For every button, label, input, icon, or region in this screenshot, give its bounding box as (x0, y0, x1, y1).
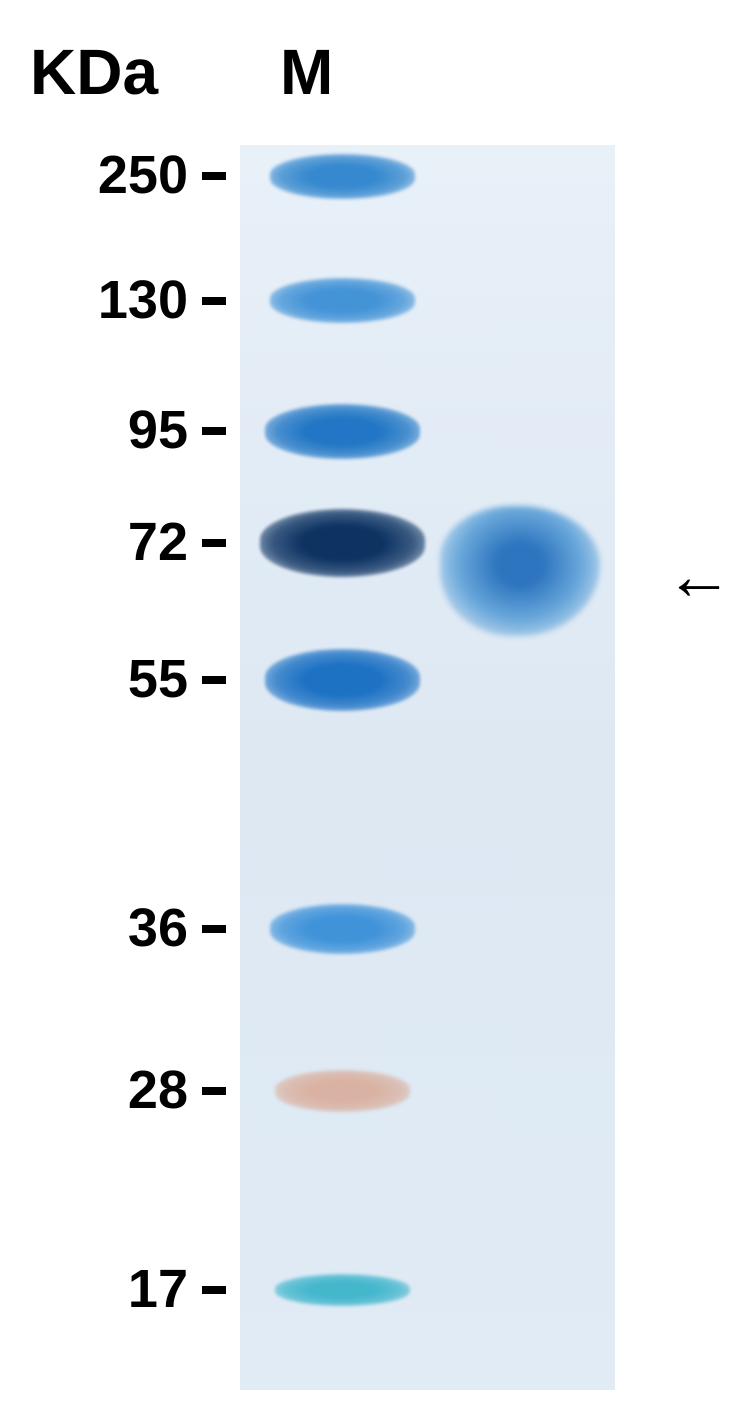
marker-tick-95 (202, 427, 226, 435)
gel-figure-container: KDa M 250 130 95 72 55 36 28 17 ← (0, 0, 753, 1416)
marker-tick-72 (202, 539, 226, 547)
ladder-band-17 (275, 1274, 410, 1306)
gel-area (240, 145, 615, 1390)
ladder-band-36 (270, 904, 415, 954)
marker-label-36: 36 (128, 897, 188, 959)
kda-header: KDa (30, 35, 158, 109)
marker-tick-55 (202, 676, 226, 684)
marker-label-250: 250 (98, 144, 188, 206)
ladder-band-28 (275, 1070, 410, 1112)
ladder-band-55 (265, 649, 420, 711)
marker-tick-130 (202, 297, 226, 305)
ladder-lane (260, 145, 425, 1390)
marker-tick-250 (202, 172, 226, 180)
arrow-indicator: ← (665, 537, 733, 615)
marker-tick-36 (202, 925, 226, 933)
marker-label-130: 130 (98, 269, 188, 331)
marker-label-72: 72 (128, 511, 188, 573)
marker-header: M (280, 35, 333, 109)
ladder-band-72 (260, 509, 425, 577)
marker-tick-28 (202, 1087, 226, 1095)
ladder-band-250 (270, 154, 415, 199)
sample-band (440, 506, 600, 636)
marker-tick-17 (202, 1286, 226, 1294)
sample-lane (435, 145, 605, 1390)
marker-label-17: 17 (128, 1258, 188, 1320)
marker-label-95: 95 (128, 399, 188, 461)
marker-label-28: 28 (128, 1059, 188, 1121)
ladder-band-130 (270, 278, 415, 323)
marker-label-55: 55 (128, 648, 188, 710)
ladder-band-95 (265, 404, 420, 459)
